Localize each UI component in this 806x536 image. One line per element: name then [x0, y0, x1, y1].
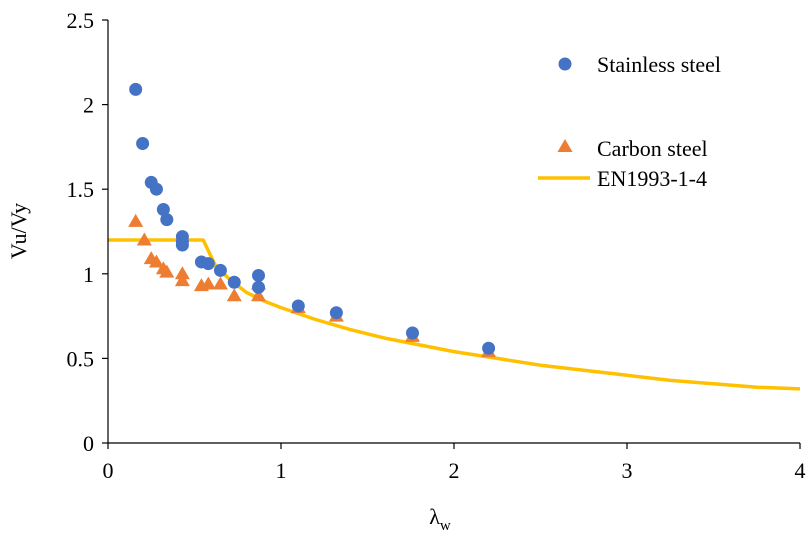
x-axis-title-subscript: w	[440, 518, 451, 534]
point-stainless-steel	[160, 213, 174, 227]
point-carbon-steel	[148, 254, 164, 268]
legend: Stainless steel Carbon steel EN1993-1-4	[538, 52, 721, 191]
legend-marker-stainless	[558, 57, 572, 71]
point-stainless-steel	[175, 238, 189, 252]
point-carbon-steel	[212, 276, 228, 290]
y-tick-label: 2	[83, 93, 94, 118]
point-carbon-steel	[128, 213, 144, 227]
point-stainless-steel	[149, 182, 163, 196]
point-stainless-steel	[227, 275, 241, 289]
x-tick-label: 0	[103, 458, 114, 483]
axes	[107, 20, 800, 444]
point-carbon-steel	[159, 264, 175, 278]
point-stainless-steel	[405, 326, 419, 340]
legend-label-en1993: EN1993-1-4	[597, 166, 707, 191]
y-tick-label: 2.5	[67, 8, 95, 33]
legend-marker-carbon	[557, 139, 573, 152]
point-stainless-steel	[213, 263, 227, 277]
point-stainless-steel	[156, 203, 170, 217]
x-tick-label: 2	[449, 458, 460, 483]
plot-area	[108, 82, 801, 391]
y-tick-label: 1	[83, 262, 94, 287]
x-tick-label: 1	[276, 458, 287, 483]
point-carbon-steel	[200, 276, 216, 290]
point-stainless-steel	[482, 341, 496, 355]
point-carbon-steel	[174, 266, 190, 280]
legend-label-stainless: Stainless steel	[597, 52, 721, 77]
point-carbon-steel	[174, 273, 190, 287]
point-stainless-steel	[329, 306, 343, 320]
point-carbon-steel	[136, 232, 152, 246]
x-tick-label: 3	[622, 458, 633, 483]
point-stainless-steel	[252, 280, 266, 294]
y-tick-label: 1.5	[67, 177, 95, 202]
point-stainless-steel	[129, 82, 143, 96]
point-carbon-steel	[226, 288, 242, 302]
y-tick-label: 0	[83, 431, 94, 456]
y-axis-title: Vu/Vy	[6, 203, 31, 259]
point-carbon-steel	[251, 288, 267, 302]
point-stainless-steel	[291, 299, 305, 313]
legend-label-carbon: Carbon steel	[597, 136, 708, 161]
x-axis-title-main: λ	[429, 504, 440, 529]
tick-labels: 0 1 2 3 4 0 0.5 1 1.5 2 2.5	[67, 8, 806, 483]
point-stainless-steel	[201, 257, 215, 271]
point-stainless-steel	[136, 137, 150, 151]
y-tick-label: 0.5	[67, 346, 95, 371]
x-tick-label: 4	[795, 458, 806, 483]
point-stainless-steel	[252, 268, 266, 282]
x-axis-title: λw	[429, 504, 451, 534]
